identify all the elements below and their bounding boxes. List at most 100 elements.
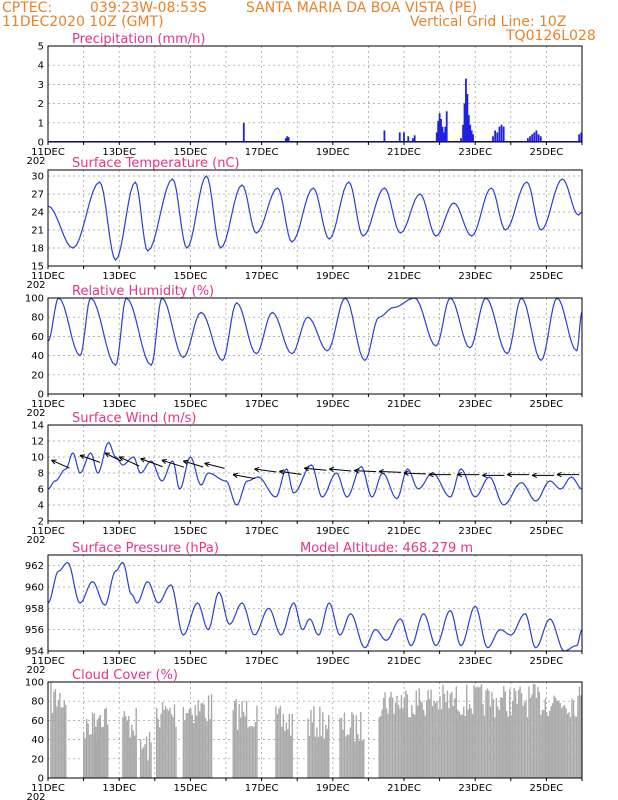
y-tick-label: 954 xyxy=(25,647,44,658)
x-tick-label: 25DEC xyxy=(530,147,564,158)
series-line xyxy=(47,175,583,262)
x-tick-label: 23DEC xyxy=(458,526,492,537)
y-tick-label: 4 xyxy=(38,61,44,72)
panel-title: Surface Pressure (hPa) xyxy=(72,541,219,556)
plot-border xyxy=(47,45,583,143)
x-tick-year-stub: 202 xyxy=(26,408,45,419)
precip-bar xyxy=(470,130,473,142)
wind-vector xyxy=(403,470,427,476)
y-tick-label: 15 xyxy=(31,262,44,273)
x-tick-label: 21DEC xyxy=(387,147,421,158)
plot-border xyxy=(47,554,583,652)
x-tick-label: 19DEC xyxy=(316,147,350,158)
precip-bar xyxy=(437,120,440,142)
x-tick-year-stub: 202 xyxy=(26,156,45,167)
precip-bar xyxy=(494,130,497,142)
panel-title: Surface Wind (m/s) xyxy=(72,411,196,426)
y-tick-label: 2 xyxy=(38,517,44,528)
series-line xyxy=(47,297,583,367)
y-tick-label: 10 xyxy=(31,453,44,464)
precip-bar xyxy=(403,132,405,142)
y-tick-label: 27 xyxy=(31,190,44,201)
y-tick-label: 100 xyxy=(25,678,44,689)
x-tick-label: 13DEC xyxy=(102,526,136,537)
y-tick-label: 962 xyxy=(25,561,44,572)
y-tick-label: 30 xyxy=(31,172,44,183)
wind-vector xyxy=(118,456,140,467)
header-coords: 039:23W-08:53S xyxy=(90,0,207,16)
precip-bar xyxy=(467,115,470,142)
precip-bar xyxy=(462,124,464,142)
precip-bar xyxy=(526,138,529,142)
x-tick-label: 13DEC xyxy=(102,656,136,667)
x-tick-label: 19DEC xyxy=(316,271,350,282)
y-tick-label: 60 xyxy=(31,332,44,343)
plot-border xyxy=(47,297,583,395)
x-tick-label: 11DEC xyxy=(31,147,65,158)
precip-bar xyxy=(460,138,462,142)
relative-humidity-panel: 0 20 40 60 80 100 11DEC 13DEC 15DEC 17DEC 19DEC 21D… xyxy=(25,284,583,419)
x-tick-label: 13DEC xyxy=(102,147,136,158)
panel-title: Cloud Cover (%) xyxy=(72,668,178,683)
x-tick-label: 19DEC xyxy=(316,656,350,667)
header-date: 11DEC2020 10Z (GMT) xyxy=(2,14,164,30)
wind-vector xyxy=(182,459,204,468)
precip-bar xyxy=(441,126,444,142)
y-tick-label: 12 xyxy=(31,437,44,448)
wind-vector xyxy=(279,469,302,475)
x-tick-label: 13DEC xyxy=(102,271,136,282)
header-grid-note: Vertical Grid Line: 10Z xyxy=(410,14,567,30)
x-tick-label: 15DEC xyxy=(174,656,208,667)
header-location: SANTA MARIA DA BOA VISTA (PE) xyxy=(246,0,478,16)
wind-vector xyxy=(428,471,451,478)
y-tick-label: 4 xyxy=(38,501,44,512)
wind-vector xyxy=(507,471,530,478)
x-tick-label: 21DEC xyxy=(387,783,421,794)
surface-pressure-panel: 954 956 958 960 962 11DEC 13DEC 15DEC 17DEC 19DEC… xyxy=(25,541,583,676)
y-tick-label: 5 xyxy=(38,42,44,53)
plot-border xyxy=(47,424,583,522)
cloud-cover-panel: 0 20 40 60 80 100 11DEC 13DEC 15DEC 17DEC 19DEC 21D… xyxy=(25,668,583,800)
x-tick-label: 13DEC xyxy=(102,399,136,410)
x-tick-label: 17DEC xyxy=(245,526,279,537)
cloud-cover-bars xyxy=(50,682,582,778)
x-tick-label: 23DEC xyxy=(458,656,492,667)
x-tick-label: 15DEC xyxy=(174,526,208,537)
x-tick-label: 25DEC xyxy=(530,526,564,537)
series-line xyxy=(47,561,583,652)
series-line xyxy=(47,441,583,506)
x-tick-label: 17DEC xyxy=(245,147,279,158)
precip-bar xyxy=(444,126,447,142)
precip-bar xyxy=(445,111,448,142)
precip-bar xyxy=(438,113,441,142)
x-tick-label: 17DEC xyxy=(245,783,279,794)
wind-vector xyxy=(304,465,327,472)
precip-bar xyxy=(496,132,499,142)
wind-vector xyxy=(140,457,163,468)
x-tick-label: 11DEC xyxy=(31,656,65,667)
precip-bar xyxy=(407,136,410,142)
precip-bar xyxy=(412,138,414,142)
precip-bar xyxy=(466,94,469,142)
panel-title: Precipitation (mm/h) xyxy=(72,32,205,47)
precip-bar xyxy=(469,124,472,142)
y-tick-label: 80 xyxy=(31,313,44,324)
precip-bar xyxy=(580,132,583,142)
y-tick-label: 80 xyxy=(31,697,44,708)
wind-vector xyxy=(328,466,352,473)
wind-vector xyxy=(531,472,555,479)
x-tick-year-stub: 202 xyxy=(26,792,45,800)
surface-temperature-panel: 15 18 21 24 27 30 11DEC 13DEC 15DEC 17DEC 19DEC 21D… xyxy=(26,156,583,291)
wind-vector xyxy=(353,468,377,474)
precip-bar xyxy=(472,134,474,142)
x-tick-label: 15DEC xyxy=(174,783,208,794)
y-tick-label: 21 xyxy=(31,226,44,237)
precip-bar xyxy=(533,132,536,142)
x-tick-label: 17DEC xyxy=(245,399,279,410)
x-tick-label: 23DEC xyxy=(458,399,492,410)
precip-bar xyxy=(398,132,401,142)
wind-vector xyxy=(51,459,70,469)
y-tick-label: 20 xyxy=(31,754,44,765)
wind-vector xyxy=(482,472,505,479)
precip-bar xyxy=(492,136,494,142)
